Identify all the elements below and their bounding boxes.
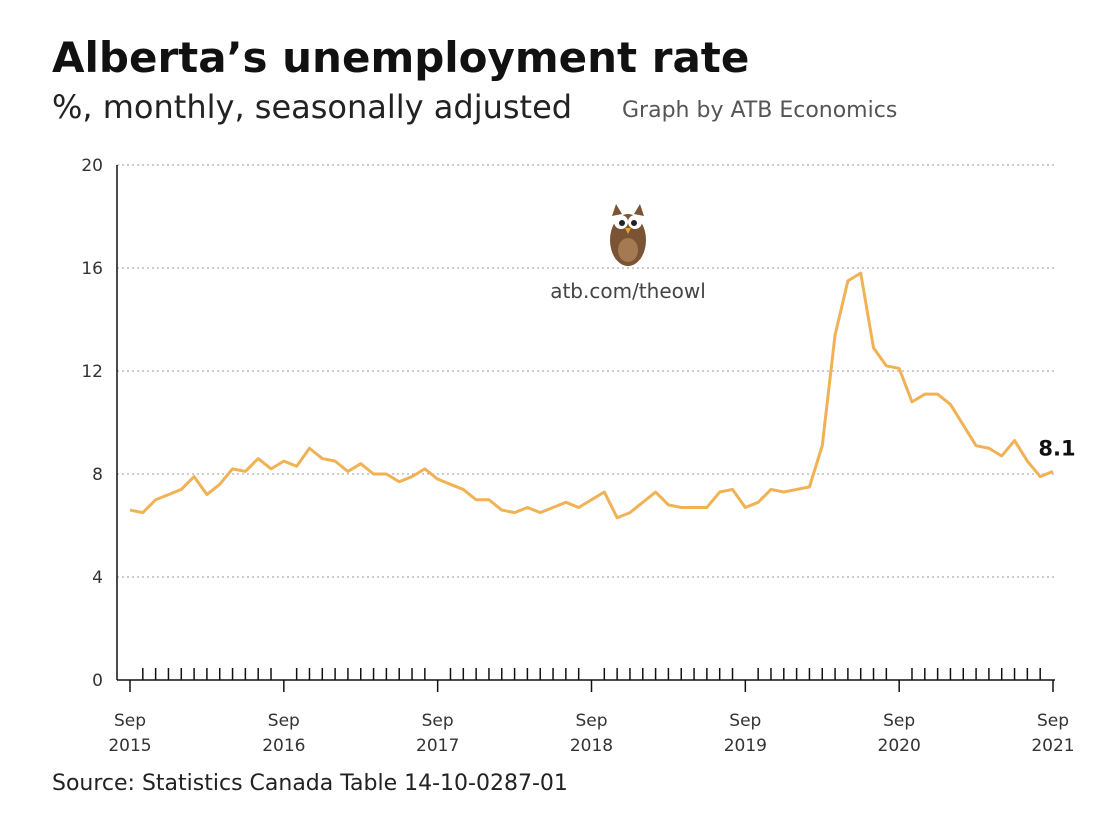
owl-icon — [610, 204, 646, 266]
end-value-label: 8.1 — [1038, 436, 1075, 460]
x-tick-label: Sep 2019 — [724, 711, 767, 756]
x-tick-label: Sep 2018 — [570, 711, 613, 756]
y-tick-label: 12 — [81, 362, 103, 382]
x-tick-label: Sep 2016 — [262, 711, 305, 756]
source: Source: Statistics Canada Table 14-10-02… — [52, 771, 568, 796]
x-tick-label: Sep 2017 — [416, 711, 459, 756]
chart-title: Alberta’s unemployment rate — [52, 33, 749, 82]
y-tick-label: 4 — [92, 568, 103, 588]
x-tick-label: Sep 2021 — [1031, 711, 1074, 756]
chart-subtitle: %, monthly, seasonally adjusted — [52, 88, 572, 126]
data-line — [129, 271, 1054, 520]
y-tick-label: 8 — [92, 465, 103, 485]
y-tick-label: 16 — [81, 259, 103, 279]
x-tick-label: Sep 2020 — [878, 711, 921, 756]
y-tick-label: 20 — [81, 156, 103, 176]
y-tick-label: 0 — [92, 671, 103, 691]
credit: Graph by ATB Economics — [622, 98, 897, 123]
annotation: atb.com/theowl — [550, 279, 706, 303]
x-tick-label: Sep 2015 — [108, 711, 151, 756]
